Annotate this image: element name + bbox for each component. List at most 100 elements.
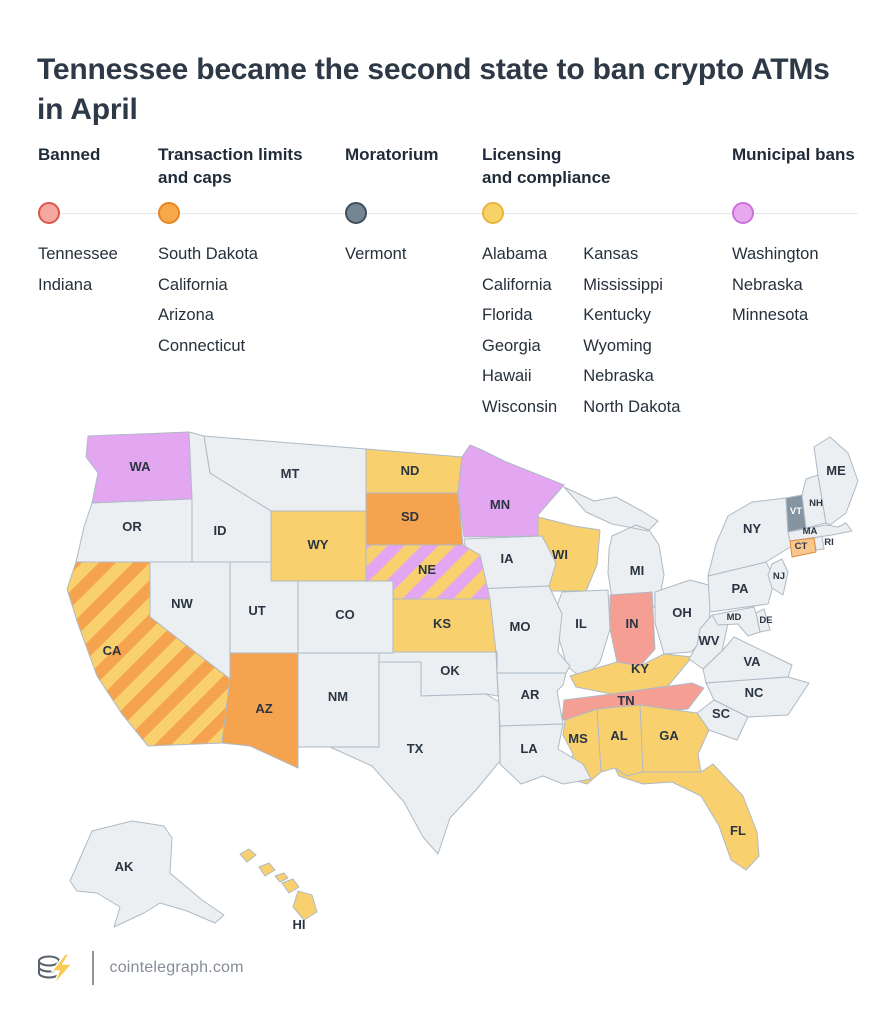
state-shape-CA [66,561,231,747]
state-label-NM: NM [328,689,348,704]
legend-category-limits: Transaction limits and caps South Dakota Ca… [158,143,303,355]
state-shape-SC [696,699,749,741]
legend-state-item: Connecticut [158,336,246,355]
legend-states-limits: South Dakota California Arizona Connecticut [158,239,258,361]
legend-category-moratorium: Moratorium Vermont [345,143,439,263]
footer-divider [92,951,94,985]
state-label-TX: TX [407,741,424,756]
state-label-WV: WV [699,633,720,648]
state-label-VT: VT [790,506,802,517]
legend-circle-moratorium [345,202,367,224]
legend-state-item: Kansas [583,245,639,263]
state-label-NY: NY [743,521,761,536]
state-label-MO: MO [510,619,531,634]
legend-state-item: Wyoming [583,336,652,355]
us-map: WA OR CA ID NW MT WY UT CO AZ NM ND SD NE KS OK TX MN IA MO… [52,423,888,973]
state-label-DE: DE [759,615,772,626]
state-label-VA: VA [743,654,761,669]
state-label-CA: CA [103,643,122,658]
state-label-WA: WA [130,459,152,474]
state-shape-NJ [767,558,789,596]
footer-site-text: cointelegraph.com [109,959,244,976]
legend-circle-municipal [732,202,754,224]
state-shape-MN [457,444,565,538]
state-label-CT: CT [795,541,808,552]
state-label-GA: GA [659,728,679,743]
state-label-NC: NC [745,685,764,700]
state-label-MD: MD [727,612,742,623]
legend-circle-licensing [482,202,504,224]
state-label-ND: ND [401,463,420,478]
state-label-HI: HI [293,917,306,932]
legend-state-item: California [482,275,552,294]
legend-axis-line [38,213,858,214]
legend-state-item: North Dakota [583,397,681,416]
state-label-FL: FL [730,823,746,838]
state-label-KS: KS [433,616,451,631]
footer: cointelegraph.com [36,944,244,992]
state-label-KY: KY [631,661,649,676]
state-label-MT: MT [281,466,300,481]
legend-state-item: Vermont [345,245,407,263]
legend-category-municipal: Municipal bans Washington Nebraska Minnesot… [732,143,855,324]
legend-state-item: Washington [732,245,819,263]
state-label-MA: MA [803,526,818,537]
legend-state-item: Florida [482,306,533,324]
legend-state-item: Georgia [482,336,541,355]
legend-state-item: Kentucky [583,306,652,324]
state-label-OR: OR [122,519,142,534]
legend-state-item: Minnesota [732,306,809,324]
legend-category-licensing: Licensing and compliance Alabama California… [482,143,680,416]
state-shape-LA [499,723,592,785]
legend-heading-banned: Banned [38,145,101,164]
state-shapes [66,431,859,928]
state-label-MN: MN [490,497,510,512]
state-label-SC: SC [712,706,731,721]
state-label-IL: IL [575,616,587,631]
state-label-AK: AK [115,859,134,874]
legend-state-item: California [158,275,228,294]
state-label-WI: WI [552,547,568,562]
state-label-RI: RI [824,537,834,548]
page-title: Tennessee became the second state to ban… [37,53,830,126]
legend-states-banned: Tennessee Indiana [38,239,118,300]
state-label-IA: IA [501,551,515,566]
legend-circle-banned [38,202,60,224]
state-shape-AK [69,820,225,928]
legend-state-item: Nebraska [732,275,803,294]
legend-state-item: Tennessee [38,245,118,263]
legend-state-item: South Dakota [158,245,258,263]
state-label-NJ: NJ [773,571,785,582]
legend-state-item: Nebraska [583,367,654,385]
state-label-AR: AR [521,687,540,702]
state-label-WY: WY [308,537,329,552]
state-label-AL: AL [610,728,627,743]
state-label-MS: MS [568,731,588,746]
state-label-NE: NE [418,562,436,577]
state-label-TN: TN [617,693,634,708]
state-label-NH: NH [809,498,823,509]
state-label-PA: PA [731,581,749,596]
legend-state-item: Hawaii [482,367,532,385]
legend-states-moratorium: Vermont [345,239,406,270]
legend-heading-limits: Transaction limits and caps [158,145,303,188]
state-label-ME: ME [826,463,846,478]
legend-state-item: Arizona [158,306,214,324]
state-label-CO: CO [335,607,355,622]
state-shape-FL [614,763,760,871]
legend-category-banned: Banned Tennessee Indiana [38,143,118,294]
state-label-NV: NW [171,596,193,611]
state-label-AZ: AZ [255,701,272,716]
legend: Banned Tennessee Indiana Transaction limits… [0,143,896,416]
state-label-IN: IN [626,616,639,631]
cointelegraph-logo-icon [38,953,74,986]
legend-state-item: Alabama [482,245,548,263]
state-label-OK: OK [440,663,460,678]
legend-heading-municipal: Municipal bans [732,145,855,164]
state-shape-NM [297,652,380,748]
legend-heading-licensing: Licensing and compliance [482,145,611,188]
state-shape-MD [711,606,761,637]
state-shape-HI [239,848,318,921]
state-label-UT: UT [248,603,265,618]
legend-states-municipal: Washington Nebraska Minnesota [732,239,819,331]
